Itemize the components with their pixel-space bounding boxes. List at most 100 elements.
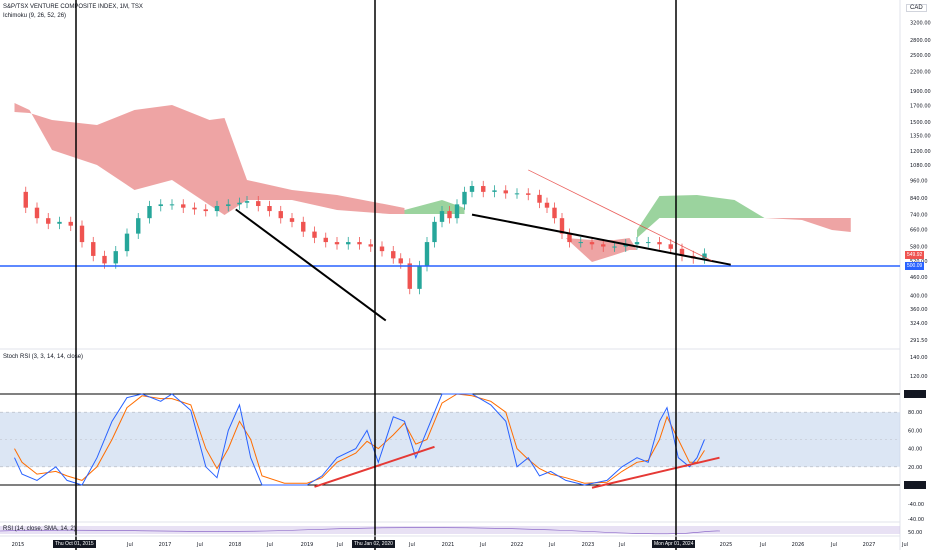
- candle: [544, 202, 550, 208]
- candle: [267, 206, 272, 212]
- time-tick-label: Jul: [266, 542, 273, 548]
- time-tick-label: Jul: [126, 542, 133, 548]
- descending-resistance-line[interactable]: [528, 169, 713, 262]
- candle: [91, 242, 96, 256]
- candle: [657, 242, 662, 245]
- rsi-band: [0, 526, 900, 534]
- price-tick-label: 840.00: [910, 196, 928, 202]
- candle: [601, 244, 606, 247]
- rsi-label[interactable]: RSI (14, close, SMA, 14, 2): [3, 526, 76, 532]
- ichimoku-cloud-bearish: [764, 218, 851, 232]
- candle: [559, 218, 565, 234]
- candle: [158, 204, 163, 207]
- candle: [702, 253, 707, 259]
- stoch-tick-label: 60.00: [908, 428, 922, 434]
- candle: [646, 242, 651, 244]
- price-tick-label: 580.00: [910, 245, 928, 251]
- candle: [256, 201, 261, 207]
- time-tick-label: Jul: [901, 542, 908, 548]
- time-tick-label: Jul: [618, 542, 625, 548]
- stoch-d-line: [14, 393, 705, 484]
- candle: [169, 204, 175, 206]
- time-tick-label: 2015: [12, 542, 25, 548]
- candle: [79, 225, 85, 243]
- candle: [46, 218, 51, 224]
- candle: [503, 190, 508, 194]
- candle: [34, 207, 40, 219]
- candle: [398, 258, 403, 264]
- candle: [432, 221, 437, 243]
- price-tick-label: 3200.00: [910, 21, 931, 27]
- price-tick-label: 140.00: [910, 355, 928, 361]
- price-tick-label: 291.50: [910, 338, 928, 344]
- time-tick-label: 2025: [720, 542, 733, 548]
- time-tick-label: Jul: [479, 542, 486, 548]
- currency-button[interactable]: CAD: [906, 4, 927, 12]
- price-tick-label: 660.00: [910, 228, 928, 234]
- candle: [469, 186, 475, 192]
- candle: [462, 191, 467, 205]
- candle: [244, 201, 250, 203]
- candle: [439, 211, 445, 222]
- price-tick-label: 1080.00: [910, 163, 931, 169]
- candle: [623, 244, 628, 247]
- stoch-rsi-label[interactable]: Stoch RSI (3, 3, 14, 14, close): [3, 354, 84, 360]
- candle: [424, 242, 430, 266]
- time-tick-label: Jul: [336, 542, 343, 548]
- price-tick-label: 1900.00: [910, 89, 931, 95]
- candle: [481, 186, 486, 192]
- price-tick-label: 120.00: [910, 374, 928, 380]
- rsi-tick-label: -40.00: [908, 517, 924, 523]
- candle: [181, 204, 186, 208]
- price-tick-label: 2800.00: [910, 38, 931, 44]
- time-tick-label: Jul: [759, 542, 766, 548]
- candle: [447, 211, 452, 219]
- stoch-tick-label: -0.00: [906, 483, 919, 489]
- candle: [147, 206, 152, 219]
- price-tick-label: 520.00: [910, 259, 928, 265]
- trendline[interactable]: [235, 208, 387, 322]
- candle: [368, 244, 373, 247]
- rsi-line: [0, 527, 721, 535]
- candle: [301, 221, 306, 232]
- time-tick-label: 2026: [792, 542, 805, 548]
- time-tick-label: 2022: [511, 542, 524, 548]
- support-price-label: 500.09: [905, 262, 925, 270]
- candle: [679, 248, 685, 256]
- candle: [237, 202, 242, 205]
- price-tick-label: 1700.00: [910, 104, 931, 110]
- price-tick-label: 1500.00: [910, 120, 931, 126]
- trendline[interactable]: [471, 213, 731, 266]
- ichimoku-label[interactable]: Ichimoku (9, 26, 52, 26): [3, 13, 67, 19]
- candle: [214, 206, 220, 212]
- candle: [634, 242, 640, 245]
- rsi-tick-label: -40.00: [908, 502, 924, 508]
- candle: [514, 193, 520, 195]
- price-tick-label: 400.00: [910, 293, 928, 299]
- candle: [278, 211, 283, 219]
- candle: [391, 251, 396, 259]
- candle: [537, 194, 542, 203]
- time-tick-label: 2021: [442, 542, 455, 548]
- price-tick-label: 960.00: [910, 178, 928, 184]
- vline-date-3: Mon Apr 01, 2024: [652, 540, 696, 548]
- price-tick-label: 740.00: [910, 213, 928, 219]
- candle: [23, 191, 28, 208]
- candle: [526, 193, 531, 195]
- time-tick-label: 2017: [159, 542, 172, 548]
- stoch-tick-label: 80.00: [908, 410, 922, 416]
- time-tick-label: 2019: [301, 542, 314, 548]
- candle: [124, 233, 130, 252]
- rsi-tick-label: 50.00: [908, 530, 922, 536]
- candle: [192, 207, 197, 210]
- candle: [102, 255, 107, 264]
- divergence-line[interactable]: [591, 456, 720, 489]
- candle: [312, 231, 317, 238]
- price-tick-label: 2500.00: [910, 53, 931, 59]
- candle: [612, 246, 617, 248]
- candle: [567, 233, 572, 243]
- candle: [454, 204, 460, 219]
- time-tick-label: 2018: [229, 542, 242, 548]
- candle: [346, 242, 351, 245]
